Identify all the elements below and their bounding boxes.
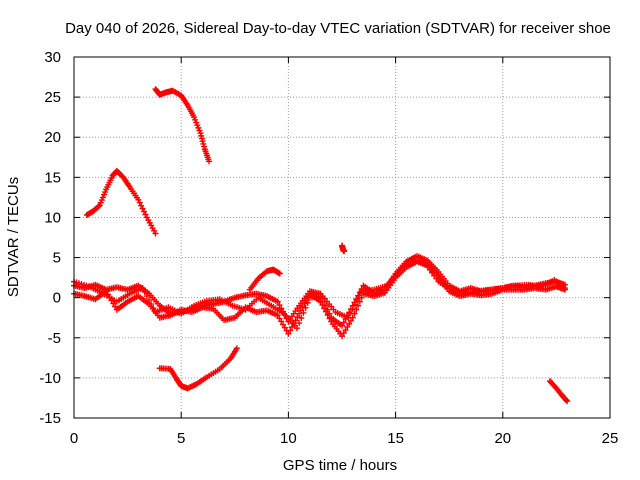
series-band-2 [71,258,568,340]
data-points [71,86,571,405]
data-point [345,314,352,321]
data-point [278,318,285,325]
series-arc-d [546,378,571,405]
data-point [280,321,287,328]
data-point [95,203,102,210]
data-point [561,285,568,292]
data-point [339,322,345,329]
data-point [148,301,155,308]
data-point [141,289,148,296]
x-tick-label: 0 [70,430,78,447]
data-point [319,302,326,309]
data-point [139,285,146,292]
series-arc-c [156,345,240,392]
data-point [321,305,328,312]
data-point [296,320,303,327]
data-point [300,309,307,316]
x-tick-label: 20 [494,430,511,447]
data-point [112,303,119,310]
data-point [341,248,348,255]
data-point [564,398,571,405]
y-tick-label: -15 [39,410,61,427]
data-point [339,333,345,340]
data-point [206,158,213,165]
data-point [276,302,283,309]
data-point [294,314,301,321]
data-point [281,324,288,331]
y-tick-label: 30 [44,49,61,66]
series-band-3 [71,256,568,332]
y-axis-label: SDTVAR / TECUs [5,177,22,297]
data-point [340,319,347,326]
data-point [351,301,358,308]
data-point [143,293,150,300]
data-point [324,312,331,319]
data-point [355,302,362,309]
data-point [342,327,349,334]
y-tick-label: 0 [53,290,61,307]
data-point [340,330,347,337]
data-point [347,317,354,324]
y-tick-label: 10 [44,209,61,226]
grid [74,57,610,418]
data-point [302,304,309,311]
y-tick-label: -5 [48,330,61,347]
series-arc-e [246,266,283,293]
y-tick-label: 25 [44,89,61,106]
series-arc-a [83,167,159,237]
data-point [146,297,153,304]
x-tick-label: 25 [602,430,619,447]
data-point [103,288,110,295]
data-point [563,397,570,404]
axis-ticks: 0 5 10 15 20 25 -15 -10 -5 0 5 10 15 20 25 30 [39,49,618,447]
data-point [287,327,294,334]
data-point [304,299,311,306]
x-tick-label: 5 [177,430,185,447]
data-point [356,292,363,299]
data-point [285,330,292,337]
data-point [349,305,356,312]
y-tick-label: 15 [44,169,61,186]
plot-frame [73,56,611,419]
data-point [152,230,159,237]
data-point [326,315,333,322]
data-point [293,325,300,332]
data-point [354,297,361,304]
data-point [110,300,117,307]
data-point [296,310,303,317]
data-point [301,300,308,307]
data-point [347,310,354,317]
data-point [317,298,324,305]
data-point [233,345,240,352]
series-spike [339,242,348,255]
series-arc-b [152,86,213,165]
chart-title: Day 040 of 2026, Sidereal Day-to-day VTE… [65,20,611,37]
data-point [298,314,305,321]
data-point [322,308,329,315]
data-point [292,317,299,324]
x-tick-label: 15 [387,430,404,447]
data-point [344,323,351,330]
y-tick-label: 20 [44,129,61,146]
y-tick-label: 5 [53,250,61,267]
data-point [353,296,360,303]
y-tick-label: -10 [39,370,61,387]
data-point [150,305,157,312]
data-point [299,304,306,311]
data-point [346,320,353,327]
data-point [276,315,283,322]
x-tick-label: 10 [280,430,297,447]
data-point [353,306,360,313]
data-point [274,312,281,319]
data-point [276,270,283,277]
data-point [274,298,281,305]
x-axis-label: GPS time / hours [283,457,397,474]
